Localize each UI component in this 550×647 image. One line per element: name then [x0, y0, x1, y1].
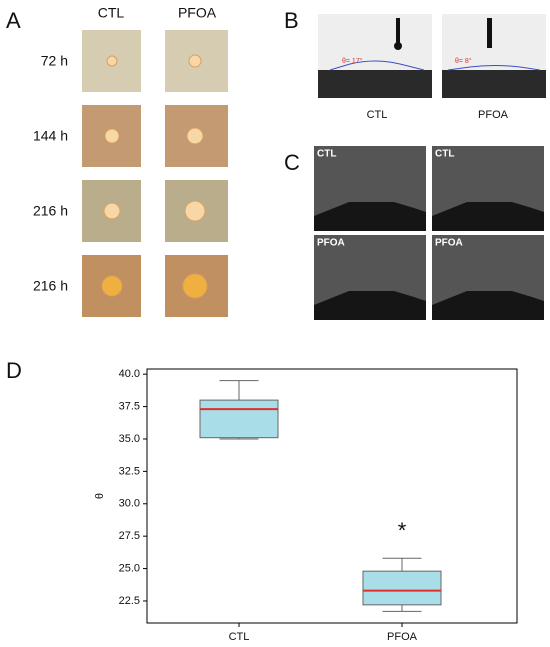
colony-photo: [82, 30, 141, 92]
surface: [314, 202, 426, 231]
significance-annotation: *: [398, 518, 407, 543]
colony-photo: [165, 255, 228, 317]
colony-photo: [165, 30, 228, 92]
side-image: PFOA: [314, 235, 426, 320]
side-image: PFOA: [432, 235, 544, 320]
panel-label: A: [6, 8, 21, 33]
plot-frame: [146, 368, 518, 624]
column-label: PFOA: [178, 5, 217, 21]
box: [362, 570, 442, 606]
colony-photo: [82, 105, 141, 167]
side-image: CTL: [314, 146, 426, 231]
y-tick-label: 37.5: [119, 400, 140, 412]
colony-photo: [165, 105, 228, 167]
surface: [432, 202, 544, 231]
colony-photo: [82, 255, 141, 317]
y-tick-label: 30.0: [119, 498, 140, 510]
surface: [314, 291, 426, 320]
panel-label: B: [284, 8, 299, 33]
colony-photo: [165, 180, 228, 242]
y-tick-label: 35.0: [119, 433, 140, 445]
image-label: CTL: [317, 149, 336, 160]
y-tick-label: 27.5: [119, 530, 140, 542]
y-tick-label: 40.0: [119, 368, 140, 380]
y-tick-label: 32.5: [119, 465, 140, 477]
image-label: CTL: [435, 149, 454, 160]
surface: [432, 291, 544, 320]
row-label: 216 h: [33, 203, 68, 219]
image-caption: CTL: [367, 109, 388, 121]
panel-label: C: [284, 150, 300, 175]
panel-label: D: [6, 358, 22, 383]
x-tick-label: PFOA: [387, 631, 418, 643]
image-label: PFOA: [435, 238, 463, 249]
row-label: 72 h: [41, 53, 68, 69]
image-caption: PFOA: [478, 109, 509, 121]
contact-angle-image: [442, 14, 546, 98]
contact-angle-image: [318, 14, 432, 98]
y-tick-label: 25.0: [119, 562, 140, 574]
image-label: PFOA: [317, 238, 345, 249]
colony: [106, 55, 118, 67]
column-label: CTL: [98, 5, 125, 21]
y-tick-label: 22.5: [119, 595, 140, 607]
x-tick-label: CTL: [229, 631, 250, 643]
row-label: 144 h: [33, 128, 68, 144]
colony: [186, 127, 204, 145]
row-label: 216 h: [33, 278, 68, 294]
box: [199, 399, 279, 439]
side-image: CTL: [432, 146, 544, 231]
y-axis-label: θ: [94, 493, 106, 499]
colony: [182, 273, 208, 299]
colony: [104, 128, 120, 144]
colony: [103, 202, 121, 220]
colony-photo: [82, 180, 141, 242]
colony: [101, 275, 123, 297]
colony: [188, 54, 202, 68]
angle-label: θ= 8°: [455, 57, 472, 65]
colony: [184, 200, 206, 222]
angle-label: θ= 17°: [342, 57, 363, 65]
